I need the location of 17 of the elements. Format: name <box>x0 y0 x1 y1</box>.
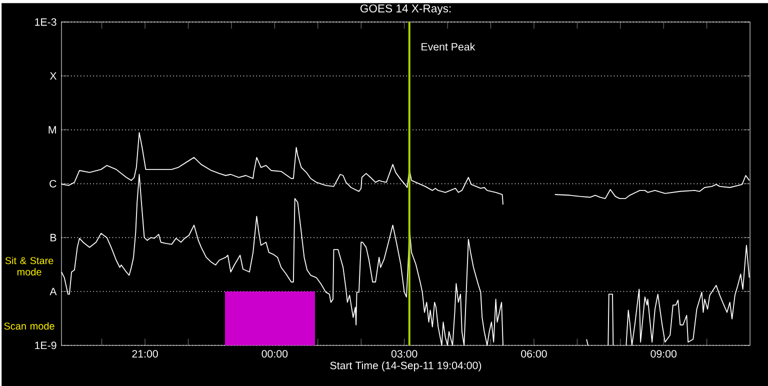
x-tick-label: 21:00 <box>132 350 158 358</box>
y-tick-label: 1E-3 <box>35 18 56 26</box>
y-tick-label: M <box>48 126 56 134</box>
y-tick-label: B <box>50 234 56 242</box>
x-tick-label: 00:00 <box>262 350 288 358</box>
y-tick-label: 1E-9 <box>35 341 56 349</box>
x-tick-label: 06:00 <box>521 350 547 358</box>
y-tick-label: A <box>50 288 57 296</box>
text: Sit & Stare mode <box>5 256 54 276</box>
y-tick-label: X <box>50 72 57 80</box>
ref-line-label: Event Peak <box>422 42 476 50</box>
y-tick-label: C <box>50 180 56 188</box>
chart-title: GOES 14 X-Rays: <box>360 4 451 15</box>
x-tick-label: 03:00 <box>391 350 418 358</box>
text: Scan mode <box>4 322 54 330</box>
x-tick-label: 09:00 <box>650 350 677 358</box>
x-axis-title: Start Time (14-Sep-11 19:04:00) <box>330 361 482 372</box>
